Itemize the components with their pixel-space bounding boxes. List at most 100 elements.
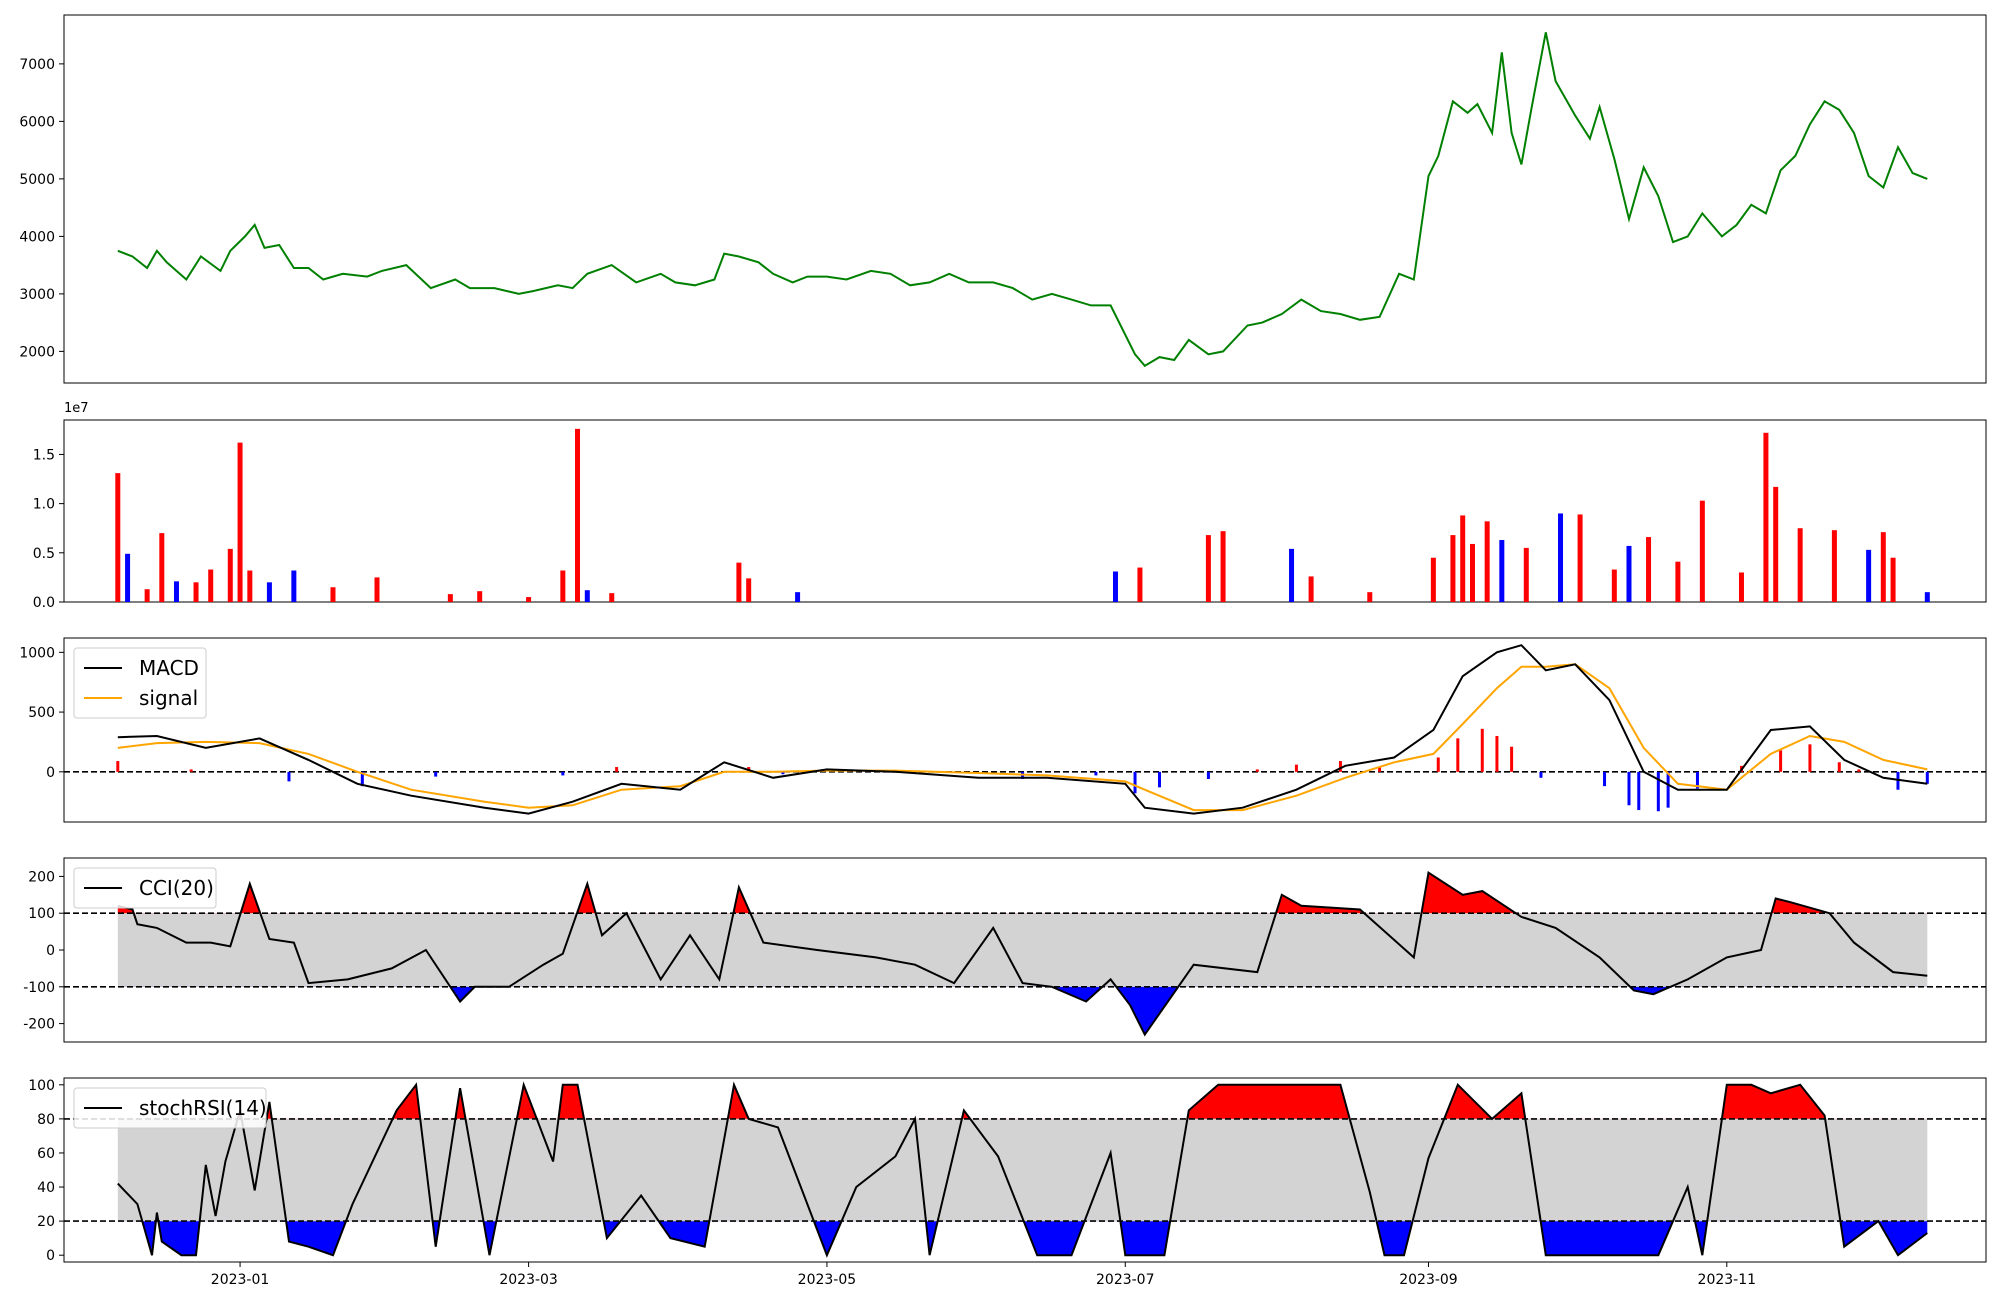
volume-bar xyxy=(1460,515,1466,602)
macd-line xyxy=(117,644,1928,815)
price-panel-frame xyxy=(63,14,1987,384)
macd-histogram-bar xyxy=(1837,762,1841,772)
volume-bar xyxy=(115,473,121,602)
volume-ytick-label: 1.0 xyxy=(33,497,55,513)
cci-ytick-label: -100 xyxy=(23,980,55,996)
volume-bar xyxy=(1924,592,1930,602)
signal-line xyxy=(117,663,1928,812)
macd-histogram-bar xyxy=(1695,771,1699,789)
volume-bar xyxy=(1469,543,1475,602)
macd-histogram-bar xyxy=(1603,771,1607,787)
macd-histogram-bar xyxy=(1857,769,1861,772)
volume-bar xyxy=(1675,561,1681,602)
volume-bar xyxy=(227,548,233,602)
stochrsi-line xyxy=(117,1081,1928,1258)
volume-bar xyxy=(575,428,581,602)
macd-histogram-bar xyxy=(1094,771,1098,776)
macd-histogram-bar xyxy=(287,771,291,782)
cci-legend-label: CCI(20) xyxy=(139,876,214,900)
volume-bar xyxy=(159,533,165,602)
volume-bar xyxy=(1558,513,1564,602)
x-tick-label: 2023-01 xyxy=(211,1272,270,1288)
stochrsi-legend-label: stochRSI(14) xyxy=(139,1096,267,1120)
volume-bar xyxy=(1137,567,1143,602)
macd-panel: 0 500 1000 MACD signal xyxy=(19,637,1987,823)
volume-bar xyxy=(1611,569,1617,602)
stochrsi-oversold-fill xyxy=(142,1221,1928,1256)
volume-bar xyxy=(526,597,532,602)
volume-bar xyxy=(584,590,590,602)
macd-histogram-bar xyxy=(116,761,120,772)
macd-panel-frame xyxy=(63,637,1987,823)
volume-bar xyxy=(477,591,483,602)
volume-panel: 0.0 0.5 1.0 1.5 1e7 xyxy=(33,401,1987,611)
cci-ytick-label: 100 xyxy=(28,906,55,922)
macd-histogram-bar xyxy=(434,771,438,777)
volume-bar xyxy=(247,570,253,602)
macd-histogram-bar xyxy=(1510,746,1514,772)
macd-histogram-bar xyxy=(1133,771,1137,794)
macd-histogram-bar xyxy=(1378,767,1382,772)
macd-histogram-bar xyxy=(1436,757,1440,772)
macd-ytick-label: 0 xyxy=(46,765,55,781)
volume-bar xyxy=(1220,531,1226,602)
x-tick-label: 2023-07 xyxy=(1096,1272,1155,1288)
macd-legend-box xyxy=(73,647,207,719)
cci-line xyxy=(117,871,1928,1037)
x-tick-label: 2023-09 xyxy=(1399,1272,1458,1288)
stochrsi-panel: 0 20 40 60 80 100 stochRSI(14) xyxy=(28,1077,1987,1264)
volume-ytick-label: 1.5 xyxy=(33,447,55,463)
macd-histogram-bar xyxy=(1255,769,1259,772)
cci-panel: 200 100 0 -100 -200 CCI(20) xyxy=(23,857,1987,1043)
stochrsi-neutral-band xyxy=(117,1118,1928,1222)
volume-bar xyxy=(609,593,615,602)
macd-ytick-label: 1000 xyxy=(19,645,55,661)
volume-bar xyxy=(1367,592,1373,602)
stochrsi-ytick-label: 60 xyxy=(37,1146,55,1162)
cci-neutral-band xyxy=(117,913,1928,987)
volume-bar xyxy=(746,578,752,602)
macd-legend-label: MACD xyxy=(139,656,199,680)
stochrsi-panel-frame xyxy=(63,1077,1987,1263)
macd-histogram-bar xyxy=(615,767,619,772)
volume-bar xyxy=(1646,537,1652,602)
volume-bar xyxy=(125,553,131,602)
cci-ytick-label: -200 xyxy=(23,1017,55,1033)
cci-ytick-label: 0 xyxy=(46,943,55,959)
volume-bar xyxy=(1523,547,1529,602)
volume-bar xyxy=(1699,500,1705,602)
volume-bar xyxy=(1430,557,1436,602)
volume-ytick-label: 0.0 xyxy=(33,595,55,611)
price-ytick-label: 6000 xyxy=(19,114,55,130)
volume-bar xyxy=(1205,535,1211,602)
volume-bar xyxy=(1308,576,1314,602)
volume-bar xyxy=(1577,514,1583,602)
macd-histogram-bar xyxy=(1294,764,1298,772)
macd-histogram-bar xyxy=(1656,771,1660,812)
volume-bar xyxy=(1450,535,1456,602)
volume-bar xyxy=(1866,549,1872,602)
volume-bar xyxy=(144,589,150,602)
volume-bar xyxy=(1773,486,1779,602)
volume-bar xyxy=(1484,521,1490,602)
volume-bar xyxy=(374,577,380,602)
shared-date-axis: 2023-01 2023-03 2023-05 2023-07 2023-09 2023-… xyxy=(211,1262,1756,1288)
macd-histogram-bar xyxy=(1539,771,1543,778)
volume-bar xyxy=(291,570,297,602)
stochrsi-overbought-fill xyxy=(237,1084,1826,1119)
stochrsi-ytick-label: 100 xyxy=(28,1078,55,1094)
volume-bar xyxy=(1890,557,1896,602)
volume-bar xyxy=(208,569,214,602)
macd-histogram-bar xyxy=(781,771,785,775)
stochrsi-ytick-label: 80 xyxy=(37,1112,55,1128)
macd-histogram-bar xyxy=(360,771,364,787)
macd-histogram-bar xyxy=(1157,771,1161,788)
macd-histogram-bar xyxy=(1480,728,1484,772)
price-ytick-label: 4000 xyxy=(19,229,55,245)
price-ytick-label: 5000 xyxy=(19,172,55,188)
stochrsi-ytick-label: 20 xyxy=(37,1214,55,1230)
volume-bar xyxy=(1499,540,1505,602)
price-panel: 2000 3000 4000 5000 6000 7000 xyxy=(19,14,1987,384)
macd-histogram-bar xyxy=(1666,771,1670,808)
